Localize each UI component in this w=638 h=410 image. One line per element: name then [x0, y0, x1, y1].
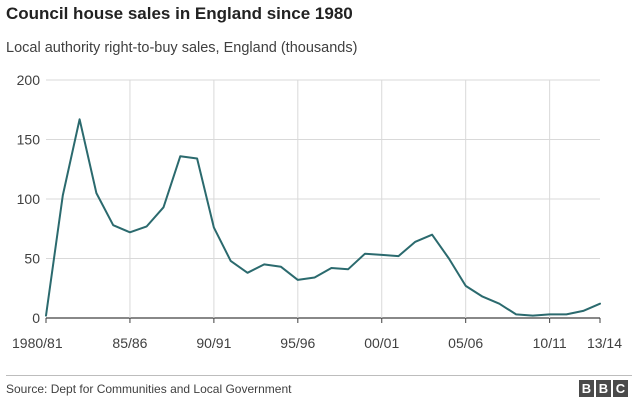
y-tick-label: 50: [24, 251, 40, 267]
grid-lines: [45, 79, 601, 323]
bbc-logo: B B C: [579, 380, 628, 397]
chart-subtitle: Local authority right-to-buy sales, Engl…: [6, 40, 358, 56]
bbc-logo-letter: B: [596, 380, 611, 397]
bbc-logo-letter: C: [613, 380, 628, 397]
x-tick-label: 90/91: [196, 335, 231, 351]
x-tick-label: 13/14: [587, 335, 622, 351]
bbc-logo-letter: B: [579, 380, 594, 397]
y-tick-label: 200: [17, 72, 41, 88]
source-note: Source: Dept for Communities and Local G…: [6, 382, 292, 396]
x-tick-label: 1980/81: [12, 335, 63, 351]
x-tick-label: 10/11: [533, 335, 567, 351]
x-tick-label: 95/96: [280, 335, 315, 351]
y-axis-ticks: 0 50 100 150 200: [17, 72, 41, 326]
chart-title: Council house sales in England since 198…: [6, 4, 353, 23]
y-tick-label: 0: [32, 310, 40, 326]
series-layer: [45, 118, 601, 317]
x-tick-label: 05/06: [448, 335, 483, 351]
series-line: [45, 118, 601, 317]
y-tick-label: 150: [17, 132, 41, 148]
x-tick-label: 00/01: [364, 335, 399, 351]
x-tick-label: 85/86: [112, 335, 147, 351]
footer-divider: [6, 375, 632, 376]
line-chart: 0 50 100 150 200 1980/81 85/86 90/91 95/96 00/01…: [12, 72, 622, 351]
x-axis-ticks: 1980/81 85/86 90/91 95/96 00/01 05/06 10/11 13/…: [12, 335, 622, 351]
y-tick-label: 100: [17, 191, 41, 207]
